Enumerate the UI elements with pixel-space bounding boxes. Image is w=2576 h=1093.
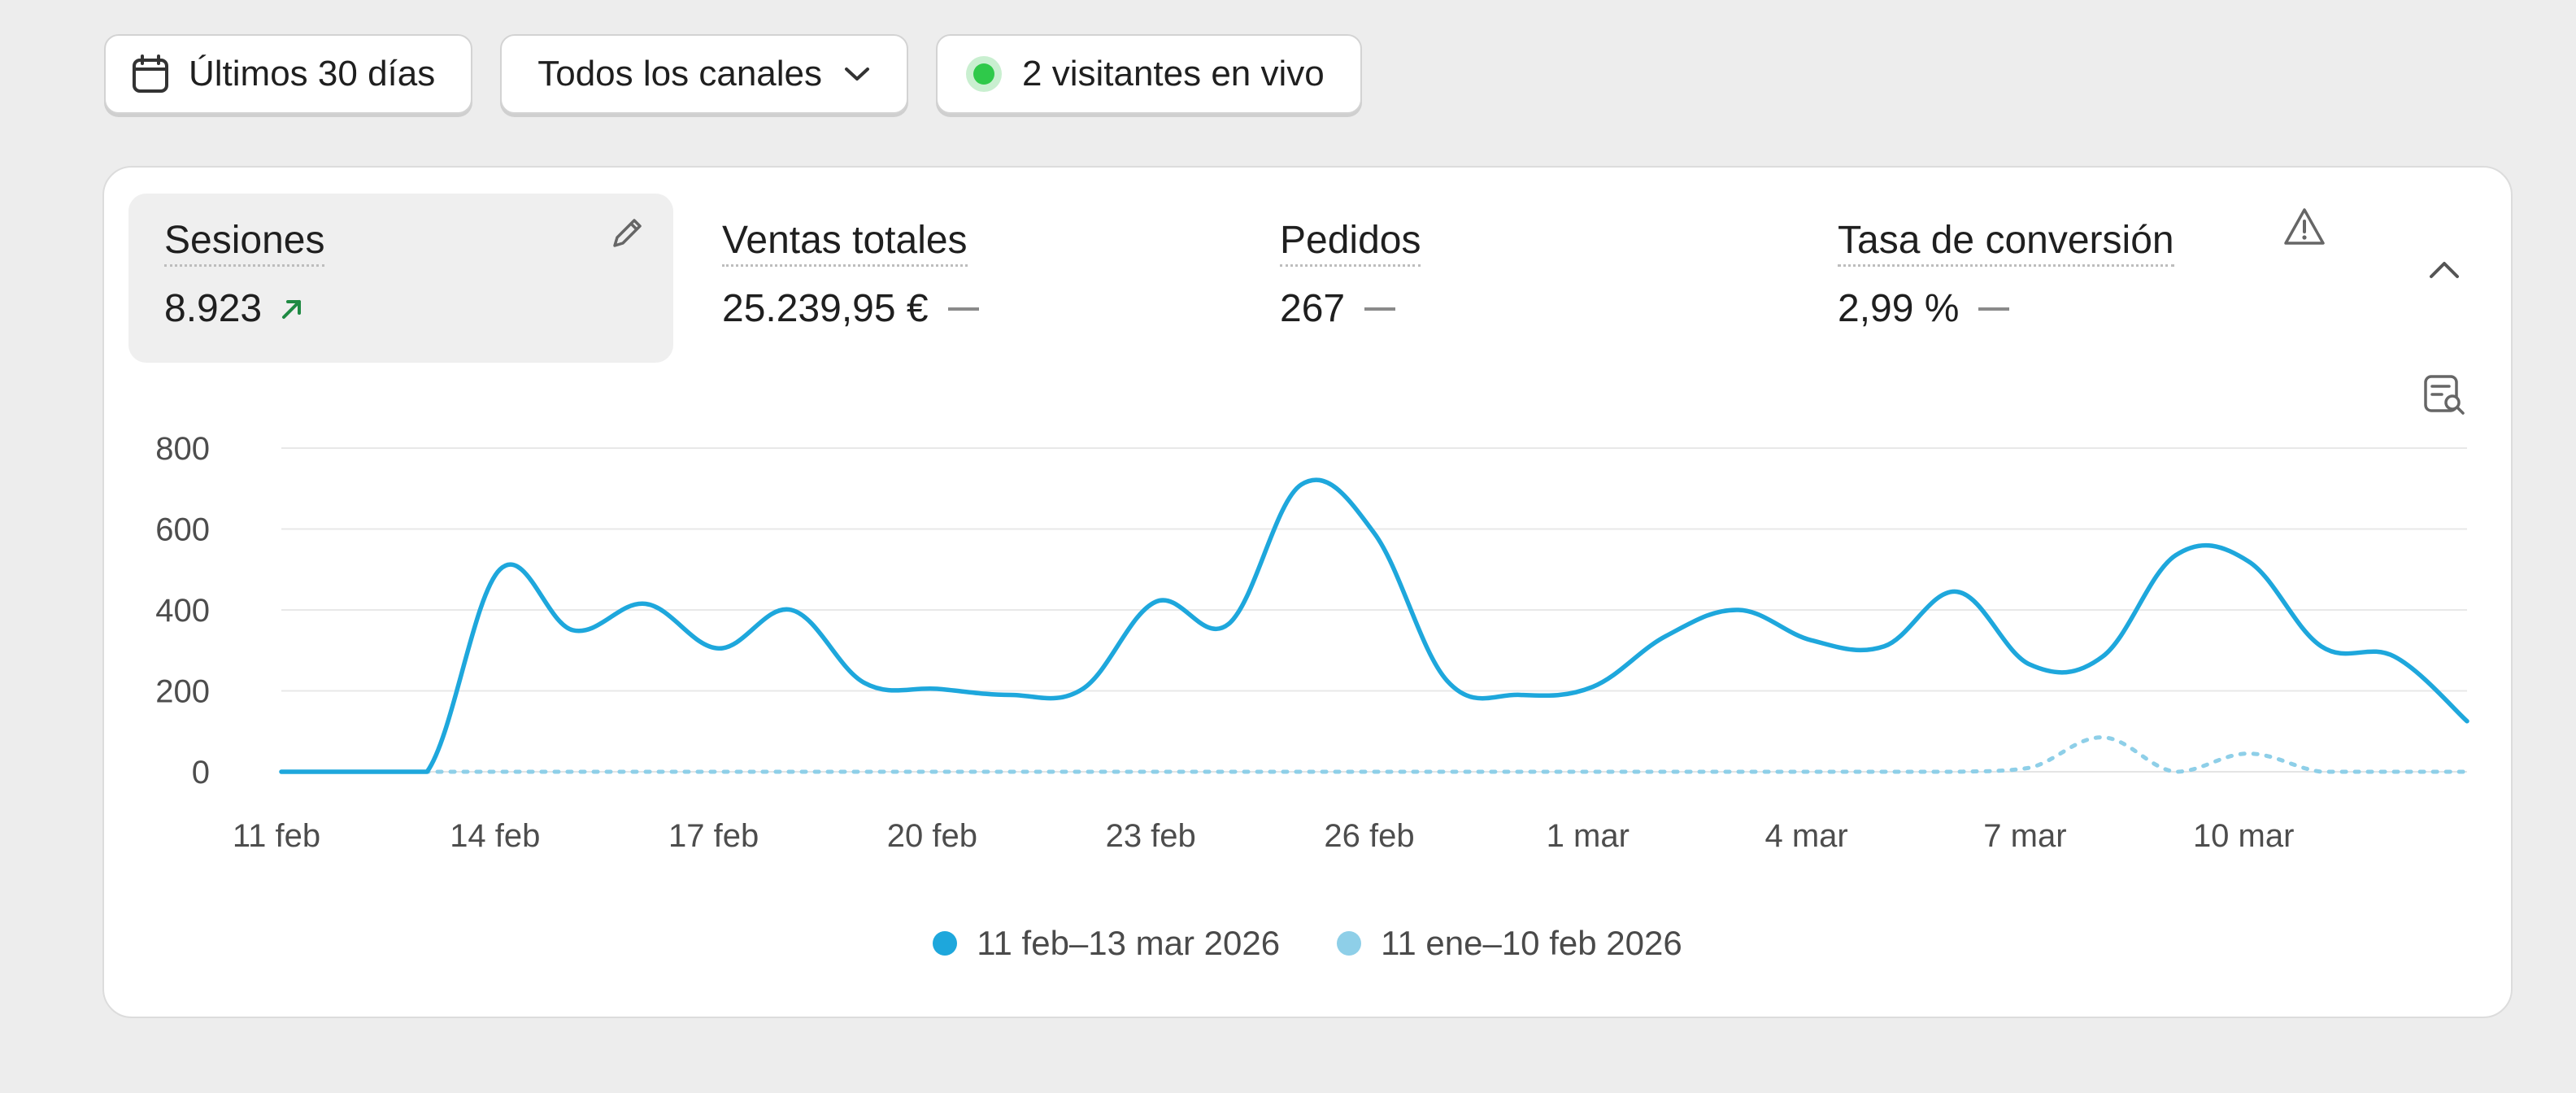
x-tick-label: 17 feb xyxy=(668,818,759,854)
warning-triangle-icon[interactable] xyxy=(2282,205,2327,255)
y-tick-label: 0 xyxy=(192,755,210,790)
x-tick-label: 20 feb xyxy=(887,818,977,854)
live-indicator-icon xyxy=(973,63,994,85)
channel-label: Todos los canales xyxy=(537,54,822,94)
chevron-up-icon[interactable] xyxy=(2426,257,2462,285)
arrow-up-right-icon xyxy=(278,295,306,323)
x-tick-label: 26 feb xyxy=(1324,818,1414,854)
x-tick-label: 11 feb xyxy=(233,818,320,854)
metric-label: Tasa de conversión xyxy=(1838,218,2174,267)
x-tick-label: 23 feb xyxy=(1106,818,1196,854)
legend-swatch-current xyxy=(933,931,958,956)
x-tick-label: 1 mar xyxy=(1547,818,1630,854)
metric-value: 2,99 % xyxy=(1838,287,1960,330)
live-visitors-label: 2 visitantes en vivo xyxy=(1022,54,1325,94)
x-tick-label: 7 mar xyxy=(1983,818,2066,854)
series-previous-line xyxy=(279,735,2469,774)
calendar-icon xyxy=(130,54,171,94)
y-tick-label: 800 xyxy=(155,431,210,467)
metric-label: Pedidos xyxy=(1280,218,1421,267)
trend-none-indicator xyxy=(1364,307,1396,311)
y-tick-label: 400 xyxy=(155,593,210,629)
legend-item-previous: 11 ene–10 feb 2026 xyxy=(1337,924,1682,963)
x-tick-label: 14 feb xyxy=(450,818,540,854)
analytics-card: Sesiones 8.923 Ventas totales 25.239,95 … xyxy=(102,166,2513,1018)
metric-total-sales[interactable]: Ventas totales 25.239,95 € xyxy=(686,194,1207,363)
pencil-icon[interactable] xyxy=(607,211,649,258)
metric-label: Sesiones xyxy=(164,218,325,267)
legend-label-previous: 11 ene–10 feb 2026 xyxy=(1381,924,1682,962)
metric-value: 267 xyxy=(1280,287,1346,330)
trend-none-indicator xyxy=(947,307,979,311)
metric-value: 25.239,95 € xyxy=(722,287,929,330)
channel-select[interactable]: Todos los canales xyxy=(500,34,908,114)
toolbar: Últimos 30 días Todos los canales 2 visi… xyxy=(104,34,1362,117)
date-range-button[interactable]: Últimos 30 días xyxy=(104,34,473,114)
live-visitors-button[interactable]: 2 visitantes en vivo xyxy=(936,34,1362,114)
metric-sessions[interactable]: Sesiones 8.923 xyxy=(128,194,673,363)
x-tick-label: 4 mar xyxy=(1764,818,1847,854)
legend-swatch-previous xyxy=(1337,931,1362,956)
chart-legend: 11 feb–13 mar 2026 11 ene–10 feb 2026 xyxy=(104,924,2511,963)
legend-item-current: 11 feb–13 mar 2026 xyxy=(933,924,1280,963)
search-data-icon[interactable] xyxy=(2422,372,2467,422)
sessions-line-chart: 0 200 400 600 800 11 feb 14 feb 17 feb 20 feb 23 … xyxy=(155,431,2469,854)
metric-orders[interactable]: Pedidos 267 xyxy=(1244,194,1764,363)
chevron-down-icon xyxy=(843,65,871,83)
y-tick-label: 600 xyxy=(155,512,210,548)
series-current-line xyxy=(279,477,2469,774)
trend-none-indicator xyxy=(1978,307,2010,311)
legend-label-current: 11 feb–13 mar 2026 xyxy=(977,924,1281,962)
metric-value: 8.923 xyxy=(164,287,263,330)
y-tick-label: 200 xyxy=(155,674,210,710)
metric-conversion-rate[interactable]: Tasa de conversión 2,99 % xyxy=(1802,194,2290,363)
x-tick-label: 10 mar xyxy=(2193,818,2295,854)
date-range-label: Últimos 30 días xyxy=(189,54,436,94)
metric-label: Ventas totales xyxy=(722,218,968,267)
